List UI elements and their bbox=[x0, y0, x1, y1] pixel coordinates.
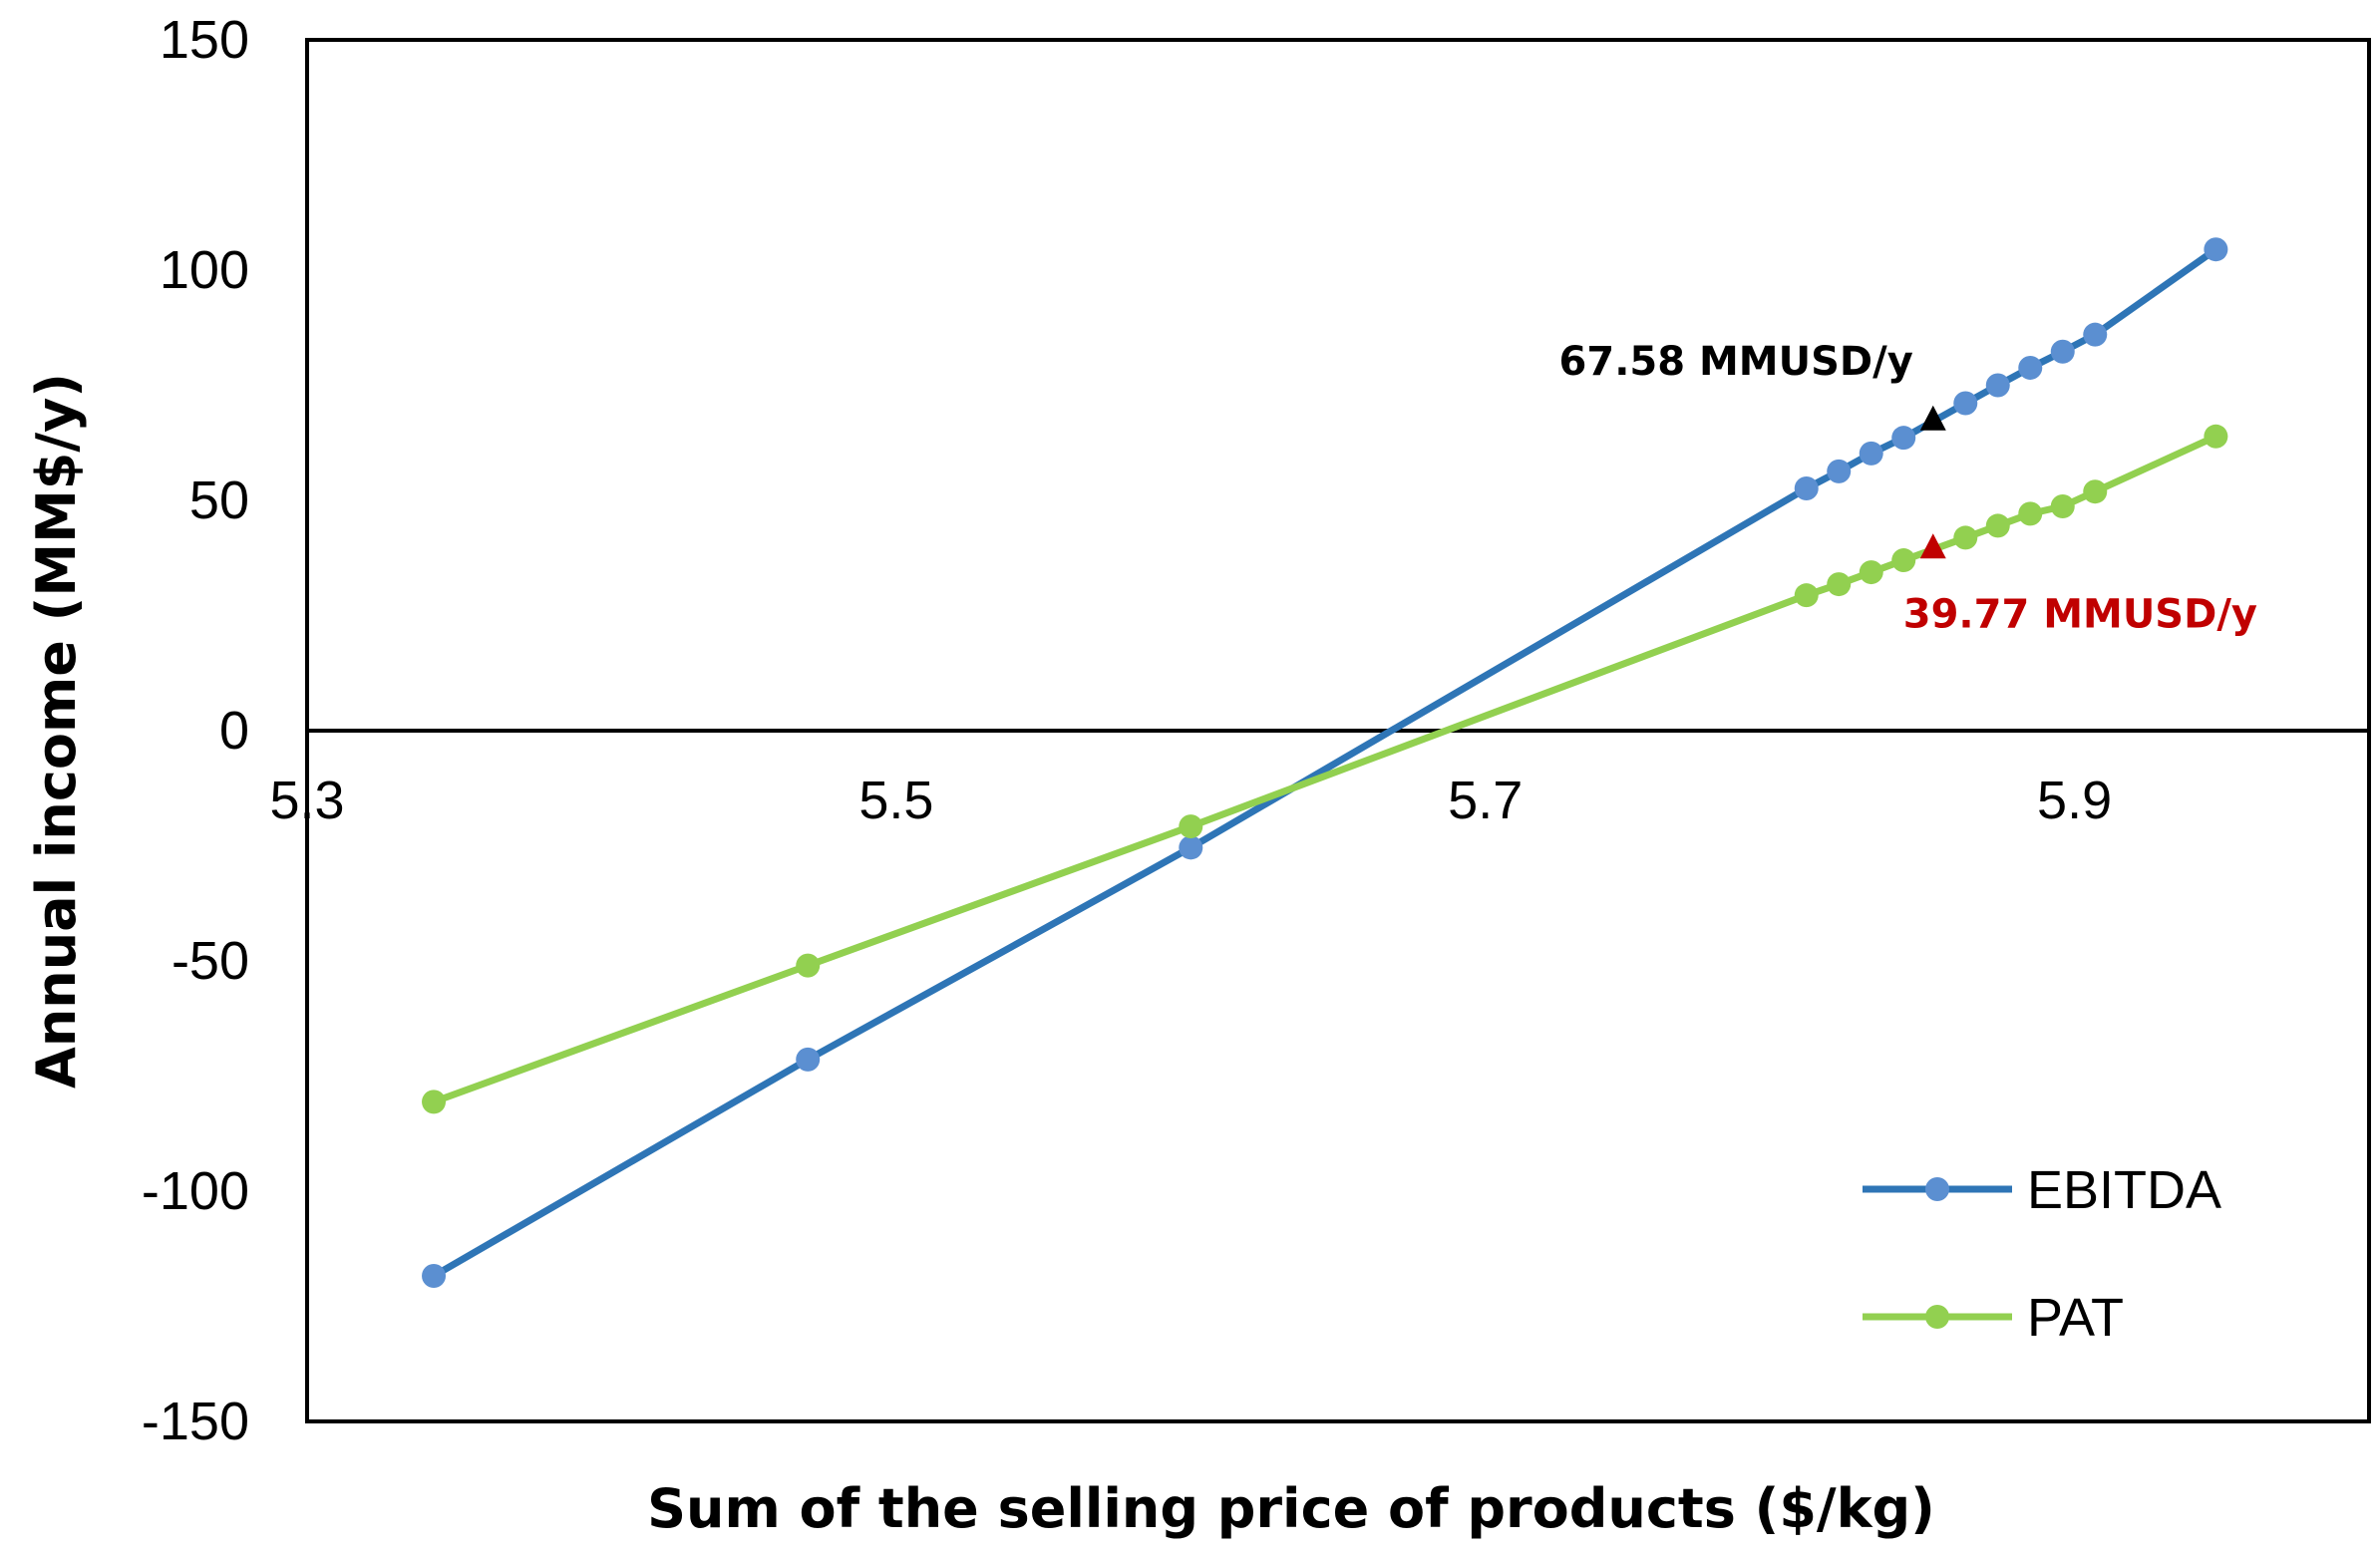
y-tick-label: -100 bbox=[142, 1161, 249, 1221]
y-tick-label: 150 bbox=[160, 10, 249, 70]
y-tick-label: -50 bbox=[171, 931, 249, 991]
legend-label-pat: PAT bbox=[2027, 1288, 2124, 1348]
pat-point bbox=[1794, 583, 1819, 608]
x-tick-label: 5.7 bbox=[1448, 771, 1523, 830]
series-layer bbox=[422, 237, 2228, 1289]
y-tick-label: 100 bbox=[160, 240, 249, 300]
ebitda-point bbox=[1827, 459, 1852, 483]
legend-marker-ebitda bbox=[1925, 1177, 1949, 1201]
y-tick-label: -150 bbox=[142, 1392, 249, 1451]
series-ebitda bbox=[422, 237, 2228, 1289]
pat-point bbox=[1891, 548, 1916, 573]
x-tick-label: 5.9 bbox=[2037, 771, 2112, 830]
ebitda-point bbox=[2018, 355, 2043, 380]
ebitda-line bbox=[432, 246, 2218, 1280]
ebitda-point bbox=[796, 1047, 821, 1072]
pat-point bbox=[796, 953, 821, 978]
series-pat bbox=[422, 424, 2228, 1114]
pat-point bbox=[2204, 424, 2228, 449]
y-tick-label: 50 bbox=[189, 470, 249, 530]
pat-point bbox=[2083, 479, 2108, 504]
annotation-layer: 67.58 MMUSD/y 39.77 MMUSD/y bbox=[1559, 339, 2257, 637]
y-axis-title: Annual income (MM$/y) bbox=[25, 373, 88, 1089]
annotation-label: 67.58 MMUSD/y bbox=[1559, 339, 1913, 385]
ebitda-point bbox=[2083, 322, 2108, 347]
pat-point bbox=[2018, 501, 2043, 526]
ebitda-point bbox=[1953, 391, 1978, 416]
annotation-label: 39.77 MMUSD/y bbox=[1903, 591, 2257, 637]
ebitda-point bbox=[2204, 237, 2228, 262]
ebitda-point bbox=[2050, 339, 2075, 364]
legend-marker-pat bbox=[1925, 1305, 1949, 1329]
ebitda-point bbox=[1985, 373, 2010, 398]
y-tick-label: 0 bbox=[219, 701, 249, 761]
x-tick-label: 5.5 bbox=[858, 771, 933, 830]
legend-label-ebitda: EBITDA bbox=[2027, 1160, 2221, 1220]
pat-point bbox=[422, 1090, 447, 1114]
annotation-marker bbox=[1919, 533, 1946, 559]
pat-point bbox=[2050, 494, 2075, 519]
x-axis-title: Sum of the selling price of products ($/… bbox=[647, 1477, 1935, 1540]
pat-point bbox=[1179, 814, 1203, 839]
legend: EBITDA PAT bbox=[1863, 1160, 2221, 1348]
ebitda-point bbox=[422, 1264, 447, 1289]
ebitda-point bbox=[1859, 441, 1883, 466]
pat-point bbox=[1953, 525, 1978, 550]
ebitda-point bbox=[1891, 426, 1916, 451]
ebitda-point bbox=[1794, 475, 1819, 500]
y-axis-ticks: 150 100 50 0 -50 -100 -150 bbox=[142, 10, 249, 1451]
pat-point bbox=[1827, 572, 1852, 597]
x-axis-ticks: 5.3 5.5 5.7 5.9 bbox=[269, 771, 2112, 830]
x-tick-label: 5.3 bbox=[269, 771, 344, 830]
pat-point bbox=[1859, 560, 1883, 585]
annotation-marker bbox=[1919, 405, 1946, 431]
ebitda-point bbox=[1179, 835, 1203, 860]
pat-point bbox=[1985, 513, 2010, 538]
